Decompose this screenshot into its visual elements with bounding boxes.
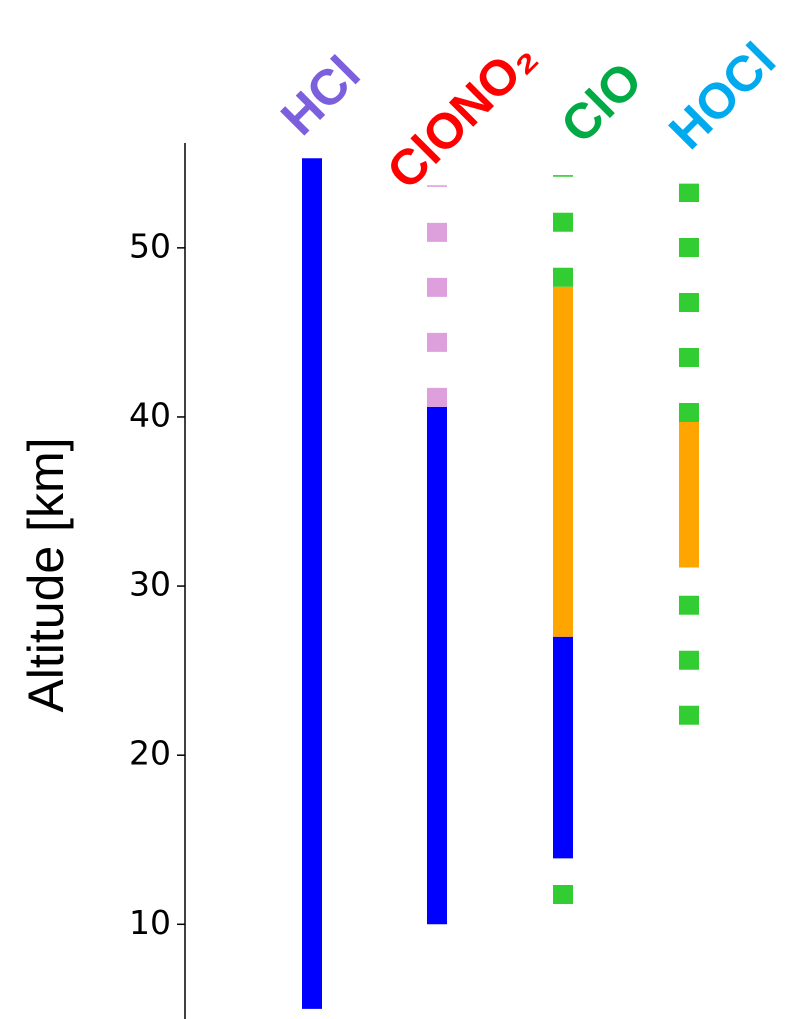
y-tick-label: 40 xyxy=(129,395,171,434)
column-label: ClONO₂ xyxy=(376,29,547,200)
y-tick-label: 50 xyxy=(129,226,171,265)
y-tick-label: 30 xyxy=(129,565,171,604)
y-tick-label: 10 xyxy=(129,903,171,942)
column-label: HOCl xyxy=(658,32,786,160)
y-tick-label: 20 xyxy=(129,734,171,773)
column-label: ClO xyxy=(550,51,652,153)
column-label: HCl xyxy=(270,45,370,145)
y-axis-label: Altitude [km] xyxy=(18,437,74,712)
